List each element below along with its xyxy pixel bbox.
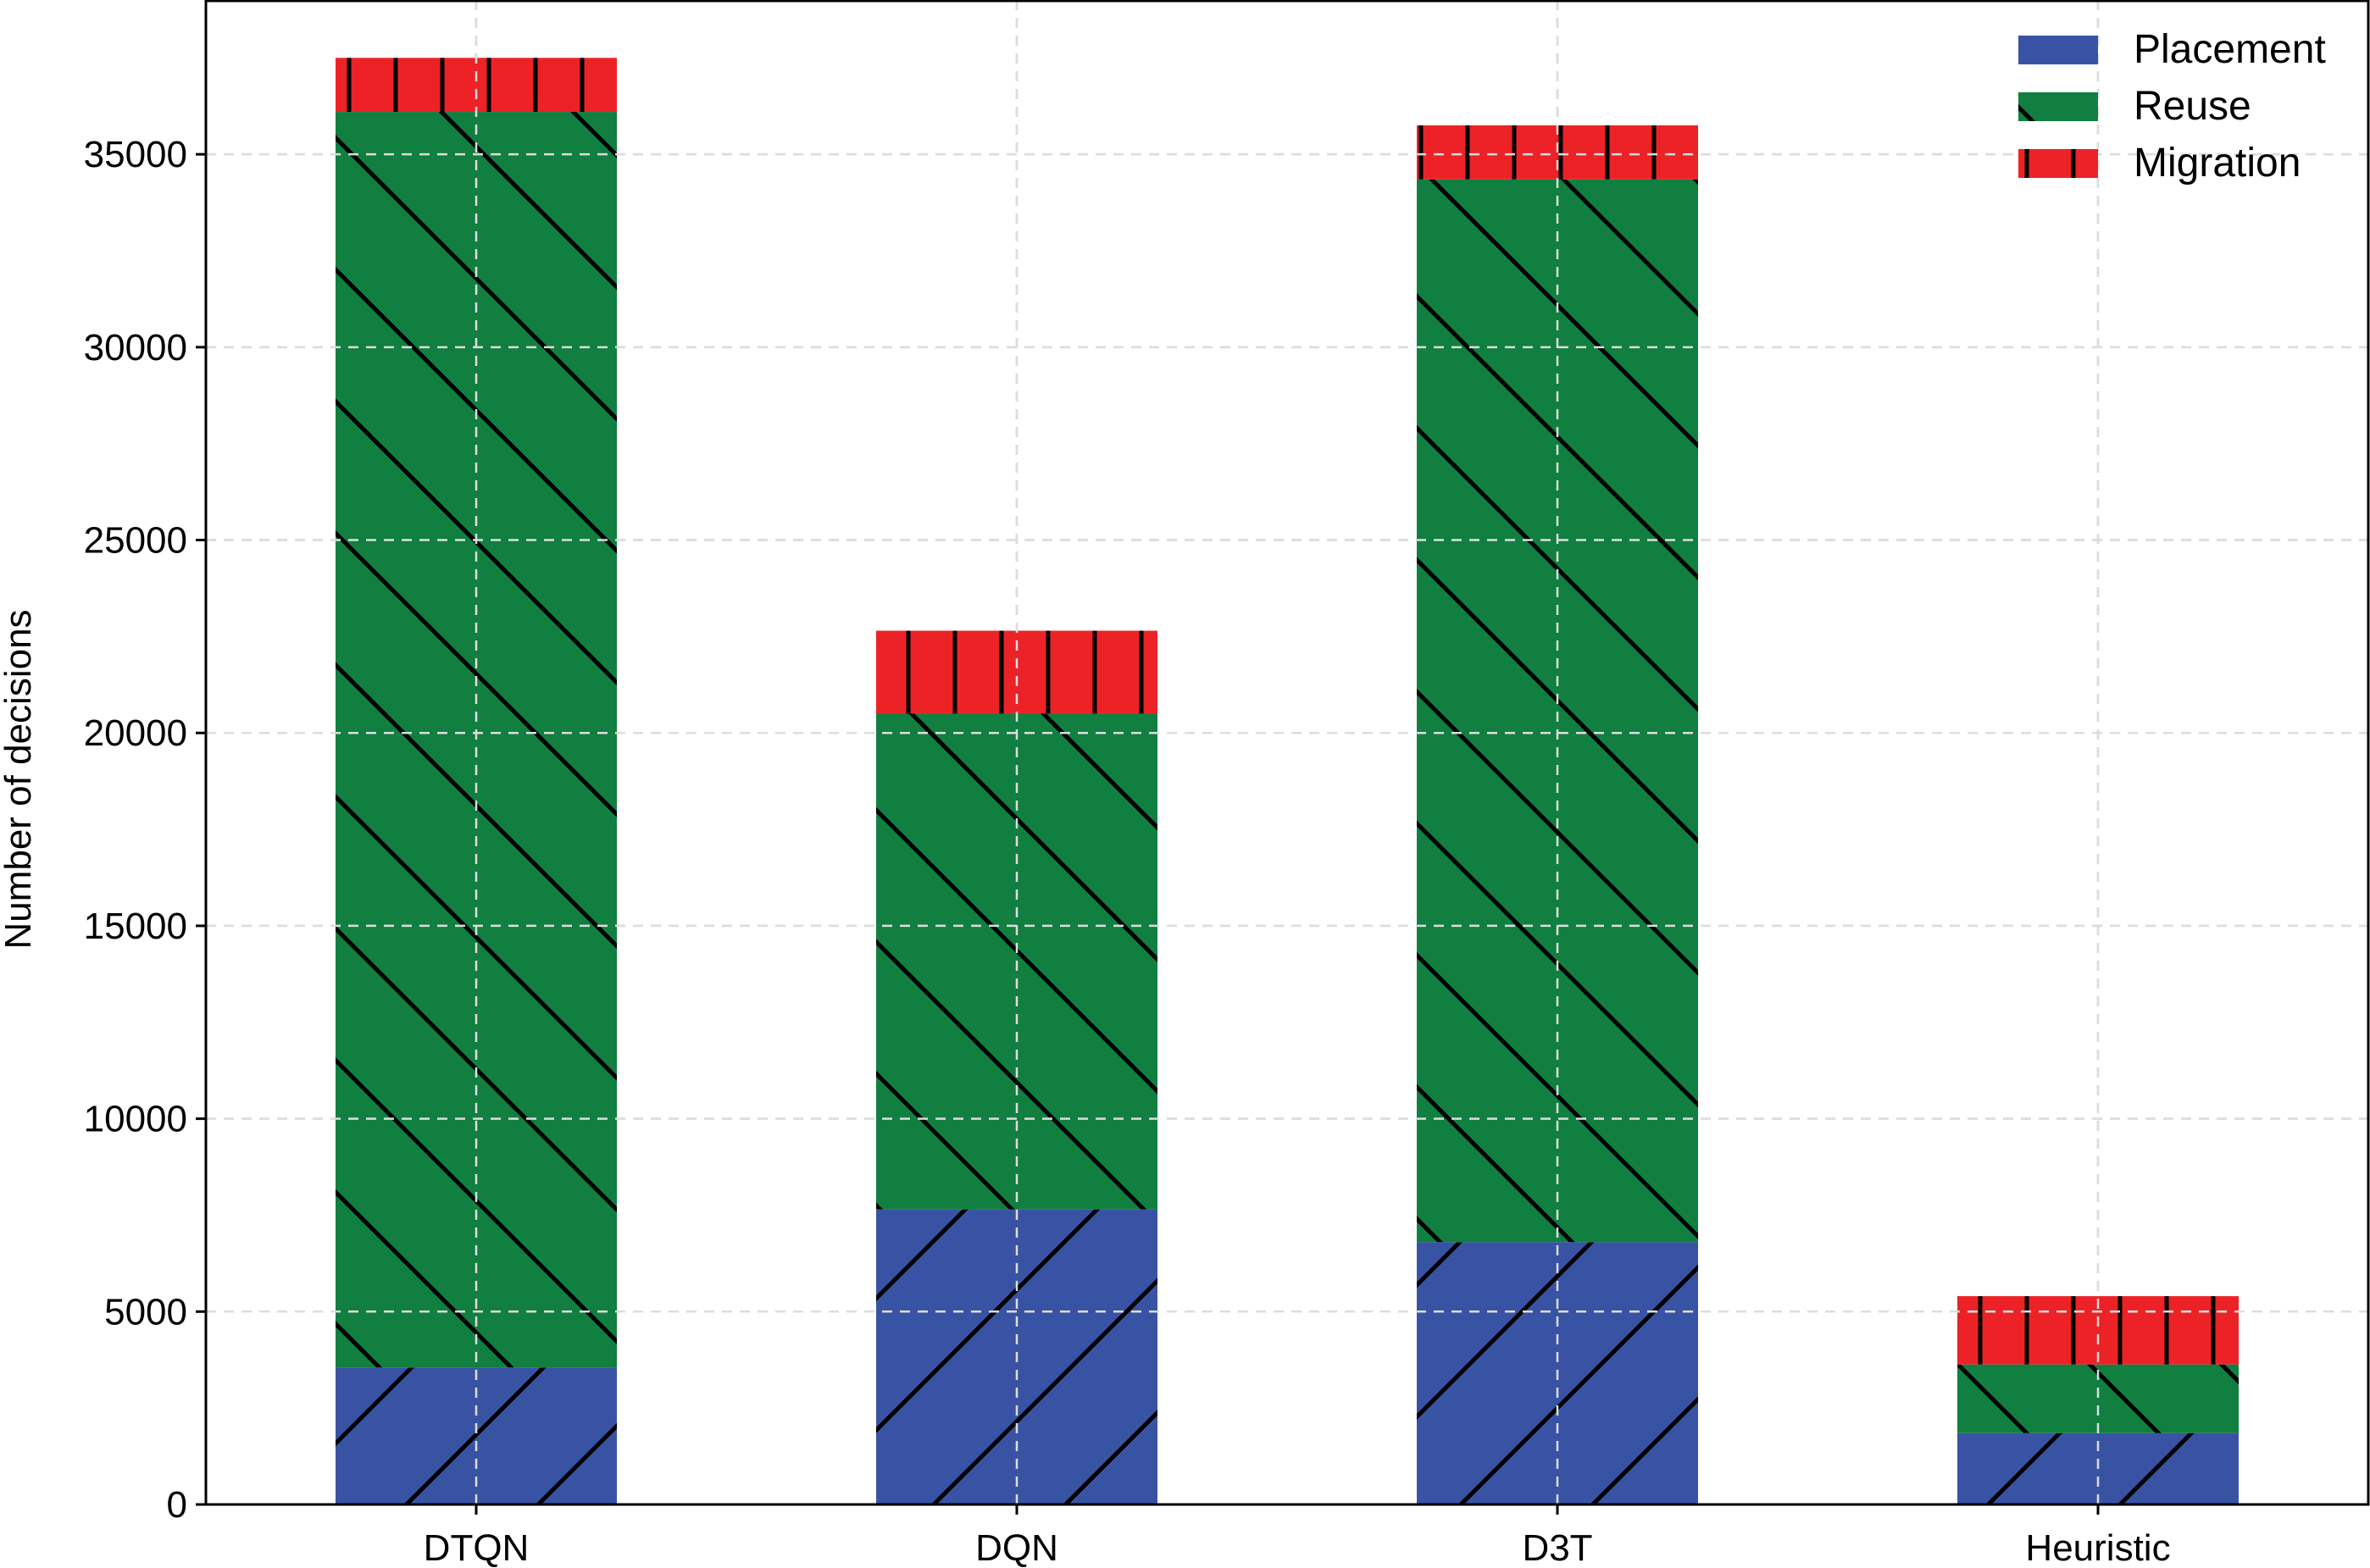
legend-label-migration: Migration [2134, 141, 2301, 186]
y-tick-label: 25000 [84, 520, 187, 562]
y-tick-label: 20000 [84, 712, 187, 754]
bar-migration-dtqn [336, 58, 617, 113]
y-tick-label: 30000 [84, 327, 187, 368]
legend-label-reuse: Reuse [2134, 84, 2251, 129]
legend-swatch-migration [2018, 149, 2098, 178]
legend-swatch-placement [2018, 36, 2098, 64]
x-tick-label: DQN [975, 1527, 1058, 1568]
plot-frame [204, 0, 2370, 1506]
legend-label-placement: Placement [2134, 27, 2326, 72]
tick-labels: 0 5000 10000 15000 20000 25000 30000 35000 DTQN D… [84, 134, 2171, 1568]
x-tick-label: D3T [1522, 1527, 1592, 1568]
x-tick-label: DTQN [424, 1527, 530, 1568]
y-tick-label: 5000 [104, 1291, 187, 1333]
legend: Placement Reuse Migration [2018, 27, 2326, 186]
y-axis-label: Number of decisions [0, 609, 39, 949]
legend-swatch-reuse [2018, 92, 2098, 121]
bars [206, 0, 2368, 1504]
y-tick-label: 35000 [84, 134, 187, 175]
axes [204, 0, 2370, 1506]
y-tick-label: 10000 [84, 1099, 187, 1140]
y-tick-label: 15000 [84, 906, 187, 947]
y-tick-label: 0 [167, 1484, 187, 1526]
x-tick-label: Heuristic [2025, 1527, 2170, 1568]
